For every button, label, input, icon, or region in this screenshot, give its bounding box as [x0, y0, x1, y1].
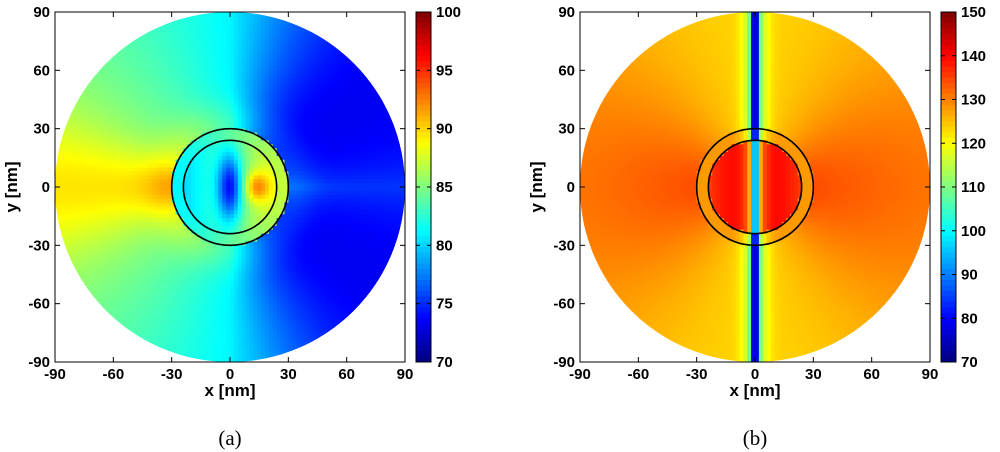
y-tick-label: 30 — [33, 121, 50, 138]
y-axis-label: y [nm] — [2, 162, 21, 213]
colorbar-tick-label: 70 — [436, 354, 453, 371]
colorbar-tick-label: 100 — [436, 4, 461, 21]
y-tick-label: 0 — [567, 179, 575, 196]
colorbar-tick-label: 95 — [436, 62, 453, 79]
colorbar: 70 80 90 100 110 120 130 140 150 — [940, 4, 986, 371]
panel-a: -90 -60 -30 0 30 60 90 -90 -60 -30 0 30 60 90 x [nm] y … — [2, 4, 461, 450]
y-tick-label: -30 — [553, 237, 575, 254]
y-tick-label: 60 — [33, 62, 50, 79]
x-tick-label: -90 — [44, 366, 66, 383]
colorbar-tick-label: 80 — [961, 310, 978, 327]
heatmap-field — [55, 12, 405, 362]
y-tick-label: -90 — [28, 354, 50, 371]
y-tick-label: -30 — [28, 237, 50, 254]
colorbar-tick-label: 85 — [436, 179, 453, 196]
y-tick-label: 30 — [558, 121, 575, 138]
colorbar-tick-label: 150 — [961, 4, 986, 21]
y-tick-label: -60 — [28, 296, 50, 313]
y-tick-label: -60 — [553, 296, 575, 313]
x-tick-label: 30 — [280, 366, 297, 383]
panel-caption: (a) — [218, 426, 241, 450]
x-tick-label: -90 — [569, 366, 591, 383]
colorbar-tick-label: 70 — [961, 354, 978, 371]
x-tick-label: 90 — [397, 366, 414, 383]
x-axis-label: x [nm] — [205, 381, 256, 400]
x-tick-label: 0 — [751, 366, 759, 383]
panel-b: -90 -60 -30 0 30 60 90 -90 -60 -30 0 30 60 90 x [nm] y … — [527, 4, 986, 450]
colorbar-tick-label: 100 — [961, 223, 986, 240]
core-boundary-circle — [707, 139, 803, 235]
shell-boundary-circle — [170, 127, 290, 247]
y-tick-label: 90 — [558, 4, 575, 21]
y-axis-label: y [nm] — [527, 162, 546, 213]
x-tick-label: 60 — [338, 366, 355, 383]
heatmap-field — [580, 12, 930, 362]
x-tick-label: -60 — [627, 366, 649, 383]
x-axis-label: x [nm] — [730, 381, 781, 400]
y-tick-label: 90 — [33, 4, 50, 21]
colorbar-tick-label: 120 — [961, 135, 986, 152]
colorbar-tick-label: 90 — [436, 121, 453, 138]
x-tick-label: 90 — [922, 366, 939, 383]
colorbar-tick-label: 110 — [961, 179, 985, 196]
y-tick-label: -90 — [553, 354, 575, 371]
x-tick-label: 0 — [226, 366, 234, 383]
core-boundary-circle — [182, 139, 278, 235]
x-tick-label: -30 — [686, 366, 708, 383]
x-tick-label: -60 — [102, 366, 124, 383]
colorbar-tick-label: 140 — [961, 48, 986, 65]
colorbar: 70 75 80 85 90 95 100 — [415, 4, 461, 371]
panel-caption: (b) — [743, 426, 768, 450]
colorbar-tick-label: 90 — [961, 267, 978, 284]
colorbar-tick-label: 80 — [436, 237, 453, 254]
colorbar-tick-label: 130 — [961, 92, 986, 109]
colorbar-tick-label: 75 — [436, 296, 453, 313]
x-tick-label: 30 — [805, 366, 822, 383]
x-tick-label: -30 — [161, 366, 183, 383]
y-tick-label: 0 — [42, 179, 50, 196]
y-tick-label: 60 — [558, 62, 575, 79]
x-tick-label: 60 — [863, 366, 880, 383]
shell-boundary-circle — [695, 127, 815, 247]
